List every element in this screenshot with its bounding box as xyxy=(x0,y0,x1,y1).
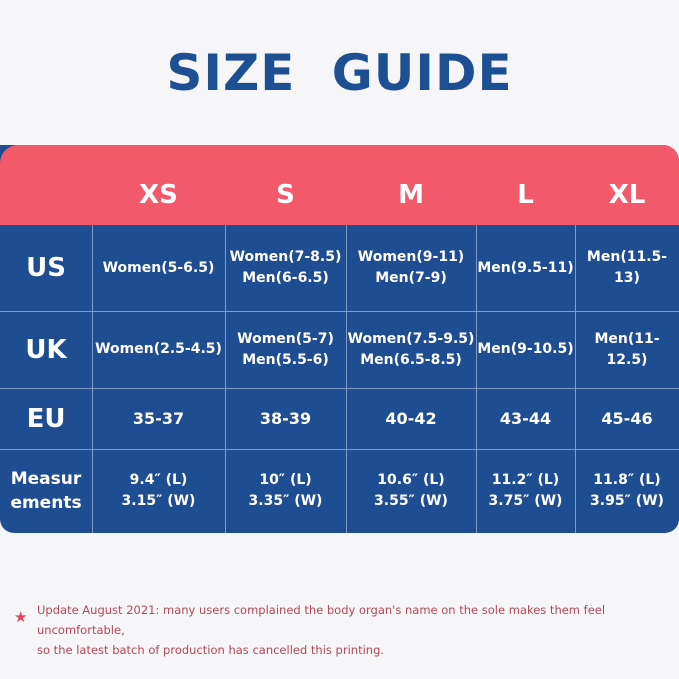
table-cell: 38-39 xyxy=(225,388,346,449)
cell-line: 3.95″ (W) xyxy=(590,493,664,509)
star-icon: ★ xyxy=(14,608,28,626)
cell-line: Men(11-12.5) xyxy=(594,330,660,368)
table-cell: 11.2″ (L) 3.75″ (W) xyxy=(476,449,575,533)
table-cell: 35-37 xyxy=(92,388,225,449)
table-cell: Women(7-8.5) Men(6-6.5) xyxy=(225,225,346,311)
grid-line xyxy=(0,449,679,450)
cell-line: Women(5-6.5) xyxy=(102,259,215,276)
cell-line: Men(5.5-6) xyxy=(242,351,329,368)
cell-line: Women(7.5-9.5) xyxy=(347,330,475,347)
cell-line: Women(7-8.5) xyxy=(229,249,342,265)
cell-line: Men(7-9) xyxy=(375,270,447,286)
cell-line: 35-37 xyxy=(132,409,185,428)
table-cell: Women(2.5-4.5) xyxy=(92,311,225,388)
cell-line: Women(2.5-4.5) xyxy=(95,341,222,357)
note-text: Update August 2021: many users complaine… xyxy=(37,600,677,660)
table-cell: Women(5-7) Men(5.5-6) xyxy=(225,311,346,388)
cell-line: 11.8″ (L) xyxy=(593,472,661,488)
table-cell: 10.6″ (L) 3.55″ (W) xyxy=(346,449,476,533)
note-line: so the latest batch of production has ca… xyxy=(37,643,385,657)
row-label-line: ements xyxy=(10,493,82,513)
size-header-s: S xyxy=(276,180,295,210)
table-cell: 45-46 xyxy=(575,388,679,449)
grid-line xyxy=(346,225,347,533)
cell-line: Women(9-11) xyxy=(357,249,465,265)
cell-line: 11.2″ (L) xyxy=(491,472,560,488)
size-header-row: XS S M L XL xyxy=(0,145,679,225)
cell-line: 10″ (L) xyxy=(259,472,312,488)
cell-line: 40-42 xyxy=(385,409,437,428)
size-table: XS S M L XL US Women(5-6.5) Women(7-8.5)… xyxy=(0,145,679,533)
table-cell: Men(11.5-13) xyxy=(575,225,679,311)
cell-line: 3.75″ (W) xyxy=(488,493,563,509)
table-cell: Men(9.5-11) xyxy=(476,225,575,311)
size-header-l: L xyxy=(517,180,534,210)
grid-line xyxy=(476,225,477,533)
table-cell: Women(9-11) Men(7-9) xyxy=(346,225,476,311)
cell-line: 38-39 xyxy=(259,409,312,428)
page-title: SIZE GUIDE xyxy=(166,44,513,102)
cell-line: 9.4″ (L) xyxy=(129,472,188,488)
cell-line: Men(9-10.5) xyxy=(477,341,574,357)
row-label-measurements: Measur ements xyxy=(0,449,92,533)
cell-line: Women(5-7) xyxy=(237,330,334,347)
cell-line: Men(6.5-8.5) xyxy=(360,351,462,368)
row-label-line: Measur xyxy=(10,469,82,489)
cell-line: Men(9.5-11) xyxy=(477,259,574,276)
table-cell: 40-42 xyxy=(346,388,476,449)
table-cell: Men(11-12.5) xyxy=(575,311,679,388)
row-label-us: US xyxy=(26,253,66,283)
grid-line xyxy=(575,225,576,533)
table-cell: 11.8″ (L) 3.95″ (W) xyxy=(575,449,679,533)
cell-line: 3.35″ (W) xyxy=(248,493,323,509)
table-cell: Women(7.5-9.5) Men(6.5-8.5) xyxy=(346,311,476,388)
grid-line xyxy=(0,388,679,389)
table-cell: 43-44 xyxy=(476,388,575,449)
size-header-xs: XS xyxy=(139,180,178,210)
table-cell: 10″ (L) 3.35″ (W) xyxy=(225,449,346,533)
cell-line: Men(11.5-13) xyxy=(586,249,668,286)
cell-line: 43-44 xyxy=(499,409,552,428)
cell-line: 45-46 xyxy=(601,409,653,428)
row-label-eu: EU xyxy=(26,403,66,434)
cell-line: 3.15″ (W) xyxy=(121,493,196,509)
table-cell: Men(9-10.5) xyxy=(476,311,575,388)
table-cell: 9.4″ (L) 3.15″ (W) xyxy=(92,449,225,533)
grid-line xyxy=(92,225,93,533)
row-label-uk: UK xyxy=(25,334,67,365)
cell-line: 10.6″ (L) xyxy=(377,472,445,488)
cell-line: 3.55″ (W) xyxy=(374,493,448,509)
grid-line xyxy=(0,311,679,312)
size-header-xl: XL xyxy=(608,180,646,210)
cell-line: Men(6-6.5) xyxy=(242,270,329,286)
grid-line xyxy=(225,225,226,533)
note-line: Update August 2021: many users complaine… xyxy=(37,603,606,637)
table-cell: Women(5-6.5) xyxy=(92,225,225,311)
size-header-m: M xyxy=(398,180,424,210)
